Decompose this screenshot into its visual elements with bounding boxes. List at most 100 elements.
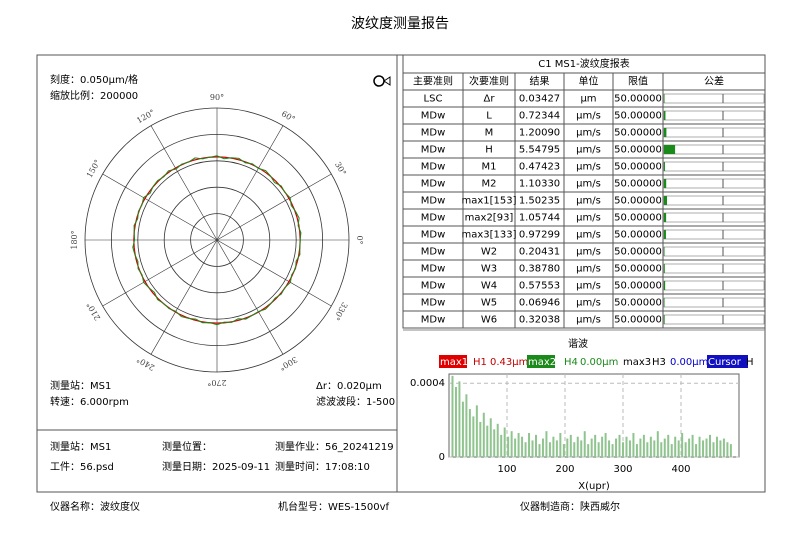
tolerance-box [663, 178, 765, 189]
table-cell: 0.06946 [519, 298, 560, 309]
bar [719, 440, 722, 457]
table-cell: 50.00000 [614, 128, 662, 139]
info: 测量位置： [162, 440, 212, 453]
bar [622, 442, 624, 457]
polar-spoke [102, 173, 218, 241]
bar [597, 442, 600, 457]
legend-item: 0.43μm [490, 357, 528, 368]
tolerance-bar [664, 298, 665, 307]
table-header: 主要准则 [413, 75, 453, 88]
bar [507, 436, 510, 457]
delta-r: Δr：0.020μm [316, 381, 382, 392]
table-cell: max2[93] [465, 213, 514, 224]
bar [562, 444, 565, 457]
bar [482, 412, 485, 457]
bar [684, 442, 687, 457]
table-cell: H [485, 145, 493, 156]
table-cell: 50.00000 [614, 230, 662, 241]
table-cell: Δr [484, 94, 496, 105]
bar [632, 433, 635, 457]
bar [535, 434, 537, 457]
bar [468, 409, 471, 457]
table-cell: W5 [481, 298, 497, 309]
bar [674, 436, 677, 457]
bar [548, 442, 551, 457]
bar [698, 436, 701, 457]
bar [580, 440, 583, 457]
table-cell: W4 [481, 281, 497, 292]
table-cell: MDw [421, 179, 446, 190]
bar [594, 434, 597, 457]
y-tick-label: 0 [439, 452, 445, 463]
table-cell: M [485, 128, 494, 139]
bar [709, 434, 711, 457]
tolerance-box [663, 263, 765, 274]
table-cell: 50.00000 [614, 94, 662, 105]
table-cell: 50.00000 [614, 213, 662, 224]
bar [642, 434, 645, 457]
bar [538, 444, 541, 457]
eye-icon[interactable] [373, 75, 391, 87]
tolerance-box [663, 212, 765, 223]
table-cell: W3 [481, 264, 497, 275]
bar [712, 442, 715, 457]
bar [472, 416, 475, 457]
legend-item: 0.00μm [670, 357, 708, 368]
tolerance-box [663, 127, 765, 138]
tolerance-bar [664, 213, 667, 222]
table-cell: 0.20431 [519, 247, 560, 258]
angle-label: 180° [70, 230, 79, 249]
tolerance-box [663, 195, 765, 206]
tolerance-box [663, 93, 765, 104]
bar [618, 434, 621, 457]
table-cell: max3[133] [461, 230, 516, 241]
bar [628, 440, 631, 457]
station: 测量站：MS1 [50, 379, 111, 392]
table-cell: L [486, 111, 492, 122]
bar [555, 440, 558, 457]
tolerance-box [663, 144, 765, 155]
tolerance-bar [664, 315, 665, 324]
bar [479, 421, 482, 457]
bar [715, 436, 718, 457]
bar [635, 444, 638, 457]
tolerance-box [663, 161, 765, 172]
bar [726, 442, 729, 457]
bar [653, 440, 656, 457]
table-cell: 50.00000 [614, 196, 662, 207]
bar [496, 423, 499, 457]
tolerance-bar [664, 179, 667, 188]
table-header: 限值 [628, 75, 648, 88]
table-cell: MDw [421, 213, 446, 224]
table-cell: 0.38780 [519, 264, 560, 275]
info: 测量日期：2025-09-11 [162, 460, 270, 473]
bar [500, 434, 503, 457]
tolerance-bar [664, 162, 665, 171]
bar [663, 438, 666, 457]
bar [461, 401, 464, 457]
bar [493, 429, 496, 457]
table-cell: 50.00000 [614, 179, 662, 190]
table-cell: 50.00000 [614, 315, 662, 326]
tolerance-bar [664, 128, 667, 137]
bar [660, 442, 663, 457]
table-title: C1 MS1-波纹度报表 [538, 57, 629, 70]
y-tick-label: 0.0004 [410, 378, 445, 389]
bar [566, 438, 569, 457]
bar [611, 444, 614, 457]
footer: 仪器制造商：陕西威尔 [520, 500, 620, 513]
legend-box [439, 355, 467, 368]
table-cell: 50.00000 [614, 281, 662, 292]
table-cell: μm/s [576, 264, 601, 275]
bar [615, 438, 618, 457]
table-cell: MDw [421, 281, 446, 292]
bar [569, 434, 572, 457]
polar-spoke [216, 239, 284, 355]
table-cell: 0.03427 [519, 94, 560, 105]
table-cell: 0.72344 [519, 111, 560, 122]
bar [583, 431, 586, 457]
bar [465, 394, 468, 457]
bar [541, 438, 544, 457]
table-cell: 0.47423 [519, 162, 560, 173]
table-cell: μm/s [576, 145, 601, 156]
